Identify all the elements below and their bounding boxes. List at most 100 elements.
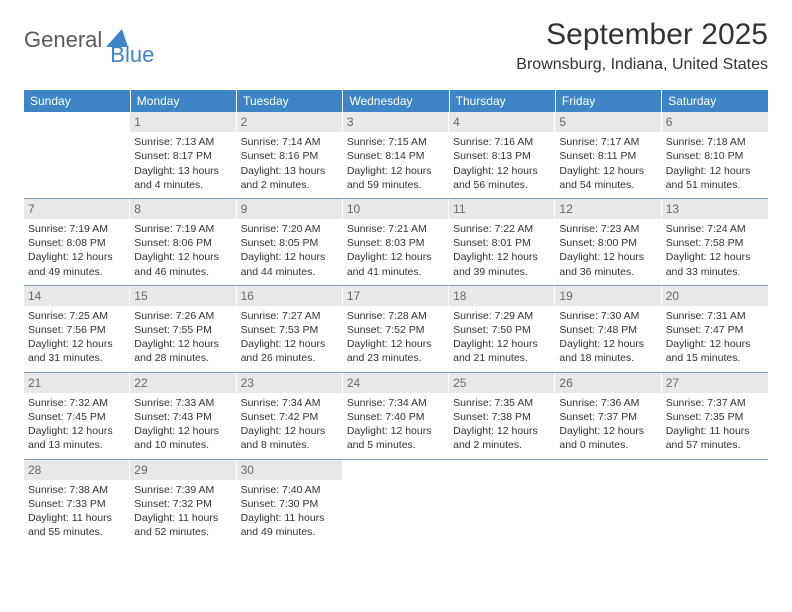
- sunset-line: Sunset: 7:43 PM: [134, 410, 232, 424]
- sunrise-line: Sunrise: 7:19 AM: [134, 222, 232, 236]
- weekday-header: Monday: [130, 90, 236, 112]
- sunset-line: Sunset: 7:42 PM: [241, 410, 339, 424]
- sunset-line: Sunset: 7:56 PM: [28, 323, 126, 337]
- calendar-cell: [555, 459, 661, 545]
- calendar-cell: 17Sunrise: 7:28 AMSunset: 7:52 PMDayligh…: [343, 285, 449, 372]
- sunset-line: Sunset: 7:52 PM: [347, 323, 445, 337]
- weekday-header: Friday: [555, 90, 661, 112]
- day-number: 29: [130, 460, 236, 480]
- calendar-cell: 22 Sunrise: 7:33 AMSunset: 7:43 PMDayligh…: [130, 372, 236, 459]
- sunrise-line: Sunrise: 7:13 AM: [134, 135, 232, 149]
- day-number: 3: [343, 112, 449, 132]
- sunrise-line: Sunrise: 7:40 AM: [241, 483, 339, 497]
- daylight-line: Daylight: 12 hours and 54 minutes.: [559, 164, 657, 192]
- day-number: 9: [237, 199, 343, 219]
- daylight-line: Daylight: 12 hours and 2 minutes.: [453, 424, 551, 452]
- day-number: 22: [130, 373, 236, 393]
- day-number: 26: [555, 373, 661, 393]
- daylight-line: Daylight: 12 hours and 56 minutes.: [453, 164, 551, 192]
- sunrise-line: Sunrise: 7:39 AM: [134, 483, 232, 497]
- sunset-line: Sunset: 8:08 PM: [28, 236, 126, 250]
- sunrise-line: Sunrise: 7:27 AM: [241, 309, 339, 323]
- sunset-line: Sunset: 8:06 PM: [134, 236, 232, 250]
- brand-part1: General: [24, 27, 102, 53]
- daylight-line: Daylight: 12 hours and 36 minutes.: [559, 250, 657, 278]
- day-number: 15: [130, 286, 236, 306]
- weekday-header: Tuesday: [237, 90, 343, 112]
- daylight-line: Daylight: 12 hours and 44 minutes.: [241, 250, 339, 278]
- sunset-line: Sunset: 7:47 PM: [666, 323, 764, 337]
- calendar-cell: 13 Sunrise: 7:24 AMSunset: 7:58 PMDayligh…: [662, 198, 768, 285]
- sunset-line: Sunset: 7:32 PM: [134, 497, 232, 511]
- calendar-cell: 30Sunrise: 7:40 AMSunset: 7:30 PMDayligh…: [237, 459, 343, 545]
- calendar-table: SundayMondayTuesdayWednesdayThursdayFrid…: [24, 90, 768, 545]
- calendar-cell: [449, 459, 555, 545]
- day-number: 21: [24, 373, 130, 393]
- month-title: September 2025: [516, 18, 768, 52]
- weekday-header: Sunday: [24, 90, 130, 112]
- sunrise-line: Sunrise: 7:32 AM: [28, 396, 126, 410]
- sunrise-line: Sunrise: 7:18 AM: [666, 135, 764, 149]
- calendar-cell: 4Sunrise: 7:16 AMSunset: 8:13 PMDaylight…: [449, 112, 555, 198]
- day-number: 30: [237, 460, 343, 480]
- daylight-line: Daylight: 12 hours and 8 minutes.: [241, 424, 339, 452]
- calendar-row: 28Sunrise: 7:38 AMSunset: 7:33 PMDayligh…: [24, 459, 768, 545]
- day-number: 4: [449, 112, 555, 132]
- sunrise-line: Sunrise: 7:36 AM: [559, 396, 657, 410]
- sunrise-line: Sunrise: 7:26 AM: [134, 309, 232, 323]
- weekday-header-row: SundayMondayTuesdayWednesdayThursdayFrid…: [24, 90, 768, 112]
- daylight-line: Daylight: 12 hours and 0 minutes.: [559, 424, 657, 452]
- daylight-line: Daylight: 11 hours and 49 minutes.: [241, 511, 339, 539]
- daylight-line: Daylight: 12 hours and 59 minutes.: [347, 164, 445, 192]
- calendar-cell: 11Sunrise: 7:22 AMSunset: 8:01 PMDayligh…: [449, 198, 555, 285]
- sunrise-line: Sunrise: 7:34 AM: [347, 396, 445, 410]
- daylight-line: Daylight: 12 hours and 21 minutes.: [453, 337, 551, 365]
- title-block: September 2025 Brownsburg, Indiana, Unit…: [516, 18, 768, 74]
- sunrise-line: Sunrise: 7:16 AM: [453, 135, 551, 149]
- daylight-line: Daylight: 12 hours and 46 minutes.: [134, 250, 232, 278]
- sunrise-line: Sunrise: 7:33 AM: [134, 396, 232, 410]
- sunset-line: Sunset: 8:05 PM: [241, 236, 339, 250]
- calendar-cell: 6Sunrise: 7:18 AMSunset: 8:10 PMDaylight…: [662, 112, 768, 198]
- daylight-line: Daylight: 13 hours and 2 minutes.: [241, 164, 339, 192]
- day-number: 19: [555, 286, 661, 306]
- day-number: 23: [237, 373, 343, 393]
- day-number: 1: [130, 112, 236, 132]
- brand-logo: General Blue: [24, 18, 154, 62]
- sunrise-line: Sunrise: 7:24 AM: [666, 222, 764, 236]
- sunrise-line: Sunrise: 7:21 AM: [347, 222, 445, 236]
- day-number: 20: [662, 286, 768, 306]
- day-number: 25: [449, 373, 555, 393]
- calendar-row: 7Sunrise: 7:19 AMSunset: 8:08 PMDaylight…: [24, 198, 768, 285]
- daylight-line: Daylight: 12 hours and 18 minutes.: [559, 337, 657, 365]
- day-number: 27: [662, 373, 768, 393]
- calendar-row: 1Sunrise: 7:13 AMSunset: 8:17 PMDaylight…: [24, 112, 768, 198]
- day-number: 24: [343, 373, 449, 393]
- sunset-line: Sunset: 7:35 PM: [666, 410, 764, 424]
- sunrise-line: Sunrise: 7:29 AM: [453, 309, 551, 323]
- sunrise-line: Sunrise: 7:37 AM: [666, 396, 764, 410]
- calendar-cell: 5Sunrise: 7:17 AMSunset: 8:11 PMDaylight…: [555, 112, 661, 198]
- calendar-cell: 7Sunrise: 7:19 AMSunset: 8:08 PMDaylight…: [24, 198, 130, 285]
- calendar-cell: [343, 459, 449, 545]
- calendar-cell: 23Sunrise: 7:34 AMSunset: 7:42 PMDayligh…: [237, 372, 343, 459]
- day-number: 18: [449, 286, 555, 306]
- sunrise-line: Sunrise: 7:38 AM: [28, 483, 126, 497]
- daylight-line: Daylight: 12 hours and 23 minutes.: [347, 337, 445, 365]
- daylight-line: Daylight: 12 hours and 49 minutes.: [28, 250, 126, 278]
- day-number: 7: [24, 199, 130, 219]
- daylight-line: Daylight: 12 hours and 31 minutes.: [28, 337, 126, 365]
- daylight-line: Daylight: 11 hours and 52 minutes.: [134, 511, 232, 539]
- day-number: 12: [555, 199, 661, 219]
- calendar-cell: 27 Sunrise: 7:37 AMSunset: 7:35 PMDayligh…: [662, 372, 768, 459]
- day-number: 8: [130, 199, 236, 219]
- sunset-line: Sunset: 8:01 PM: [453, 236, 551, 250]
- calendar-cell: 26Sunrise: 7:36 AMSunset: 7:37 PMDayligh…: [555, 372, 661, 459]
- daylight-line: Daylight: 11 hours and 57 minutes.: [666, 424, 764, 452]
- sunset-line: Sunset: 7:58 PM: [666, 236, 764, 250]
- daylight-line: Daylight: 12 hours and 33 minutes.: [666, 250, 764, 278]
- sunset-line: Sunset: 8:14 PM: [347, 149, 445, 163]
- location: Brownsburg, Indiana, United States: [516, 56, 768, 74]
- daylight-line: Daylight: 12 hours and 10 minutes.: [134, 424, 232, 452]
- day-number: 13: [662, 199, 768, 219]
